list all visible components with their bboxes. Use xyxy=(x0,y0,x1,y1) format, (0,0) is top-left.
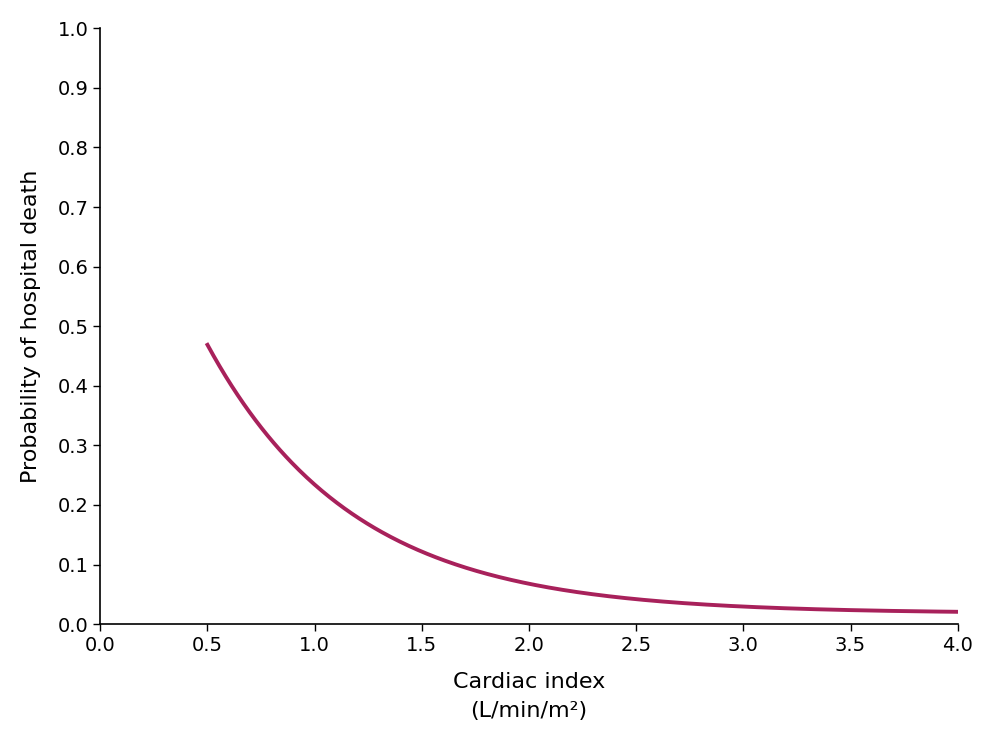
Y-axis label: Probability of hospital death: Probability of hospital death xyxy=(21,169,41,483)
X-axis label: Cardiac index
(L/min/m²): Cardiac index (L/min/m²) xyxy=(453,672,605,721)
